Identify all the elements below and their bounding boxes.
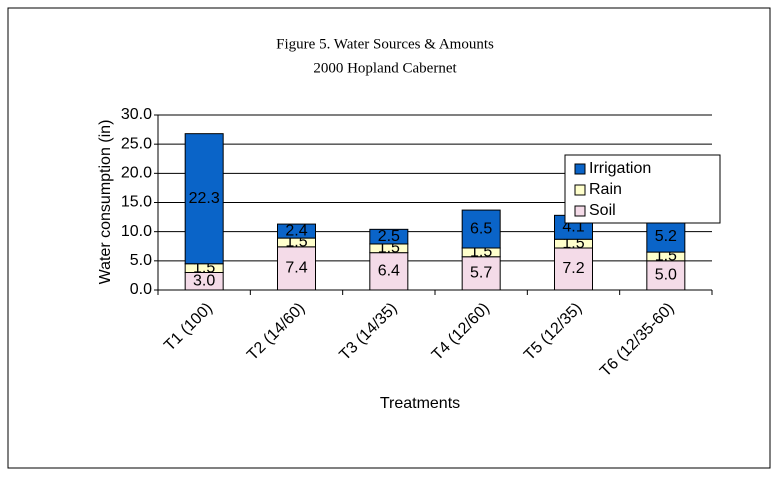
bar-segment [461,256,501,291]
legend-box [564,154,721,224]
legend-swatch [574,163,586,175]
y-tick-label: 30.0 [121,106,152,123]
data-label: 6.4 [378,263,400,280]
y-tick-label: 0.0 [130,281,152,298]
bar-segment [277,246,316,291]
y-axis-title: Water consumption (in) [97,120,114,285]
legend-label: Irrigation [589,160,651,177]
bar-segment [646,260,686,291]
y-tick-label: 15.0 [121,194,152,211]
data-label: 22.3 [189,190,220,207]
bar-segment [461,209,501,249]
y-tick-label: 5.0 [130,252,152,269]
legend-swatch [574,184,586,196]
chart-subtitle: 2000 Hopland Cabernet [313,60,457,76]
data-label: 7.4 [285,260,307,277]
data-label: 2.5 [378,228,400,245]
data-label: 2.4 [285,222,307,239]
chart-title: Figure 5. Water Sources & Amounts [276,36,494,52]
y-tick-label: 20.0 [121,165,152,182]
legend-label: Soil [589,202,616,219]
bar-segment [554,247,593,291]
data-label: 7.2 [562,260,584,277]
data-label: 5.0 [655,267,677,284]
data-label: 3.0 [193,272,215,289]
bar-segment [369,252,409,291]
legend-swatch [574,205,586,217]
y-tick-label: 10.0 [121,223,152,240]
x-axis-title: Treatments [380,395,460,412]
legend-label: Rain [589,181,622,198]
bar-segment [277,223,316,239]
data-label: 6.5 [470,220,492,237]
data-label: 5.2 [655,228,677,245]
bar-segment [369,228,409,245]
y-tick-label: 25.0 [121,135,152,152]
data-label: 5.7 [470,265,492,282]
bar-segment [184,133,224,265]
